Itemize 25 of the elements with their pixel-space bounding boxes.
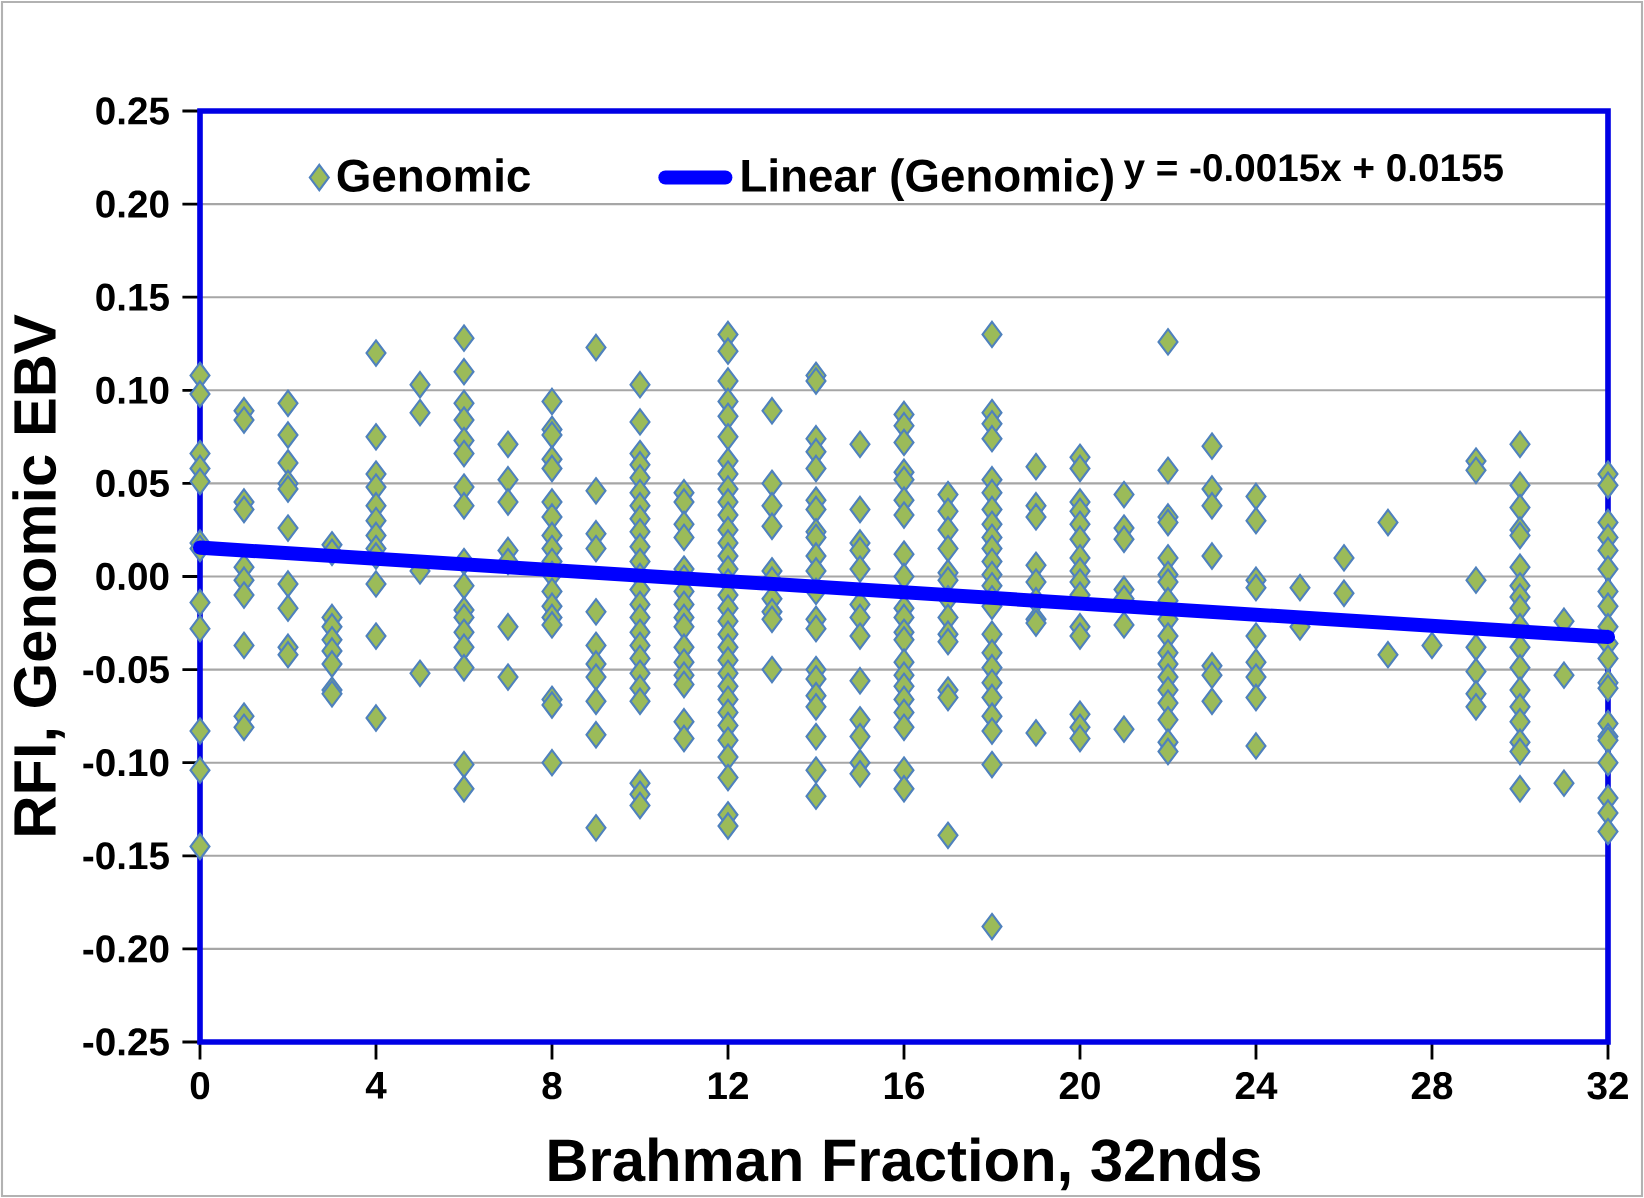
y-tick-label: -0.05 [83,655,169,684]
legend-label: Linear (Genomic) [742,158,1113,201]
y-tick-label: -0.25 [83,1028,169,1056]
y-tick-label: 0.20 [96,190,169,218]
x-axis-title: Brahman Fraction, 32nds [549,1137,1261,1191]
y-tick-label: 0.05 [96,469,169,498]
y-tick-label: 0.10 [96,376,169,404]
x-tick-label: 32 [1587,1072,1628,1100]
annotation: y = -0.0015x + 0.0155 [1123,154,1503,189]
x-tick-label: 20 [1059,1072,1100,1100]
x-tick-label: 16 [884,1072,925,1100]
y-axis-title: RFI, Genomic EBV [12,314,65,835]
x-tick-label: 8 [542,1072,562,1100]
x-tick-label: 24 [1235,1072,1278,1099]
y-tick-label: 0.25 [96,97,169,125]
legend-label: Genomic [337,158,531,192]
y-tick-label: -0.15 [83,842,169,870]
y-tick-label: 0.00 [96,562,169,591]
x-tick-label: 12 [708,1072,748,1099]
x-tick-label: 28 [1411,1072,1453,1100]
y-tick-label: -0.20 [83,935,169,963]
x-tick-label: 0 [190,1072,210,1100]
y-tick-label: -0.10 [83,749,169,777]
x-tick-label: 4 [365,1072,387,1099]
y-tick-label: 0.15 [96,283,169,311]
